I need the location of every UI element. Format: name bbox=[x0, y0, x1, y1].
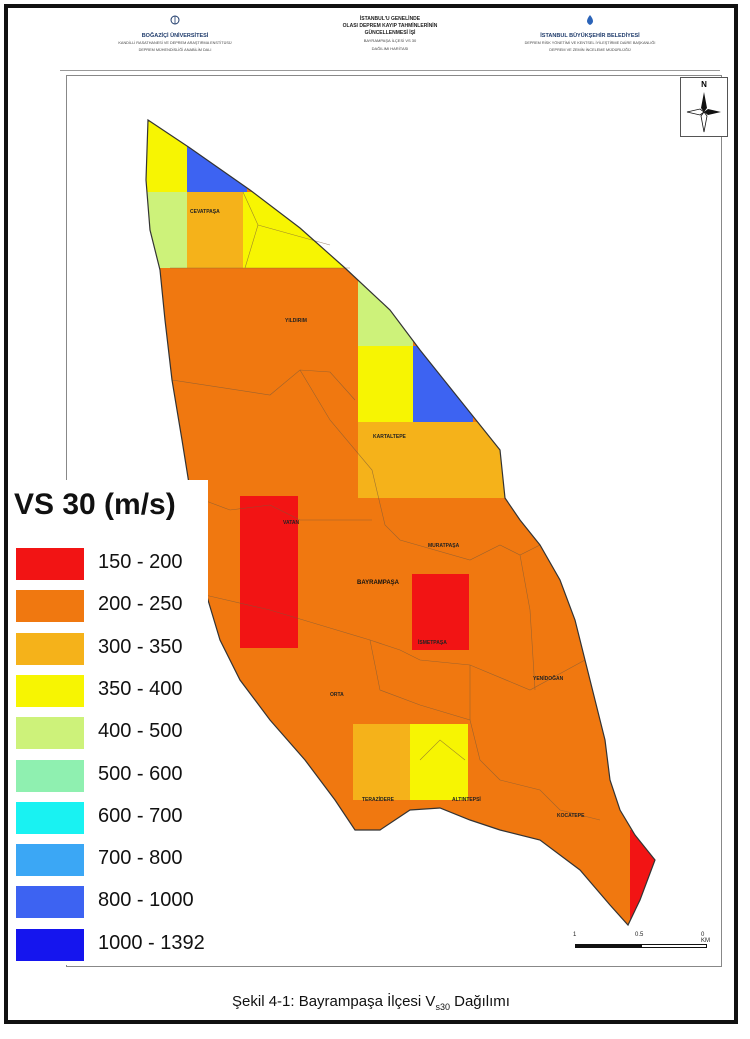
legend-item: 700 - 800 bbox=[16, 844, 216, 877]
legend-item: 400 - 500 bbox=[16, 717, 216, 750]
district-label: BAYRAMPAŞA bbox=[357, 580, 400, 586]
neighborhood-label-muratpasa: MURATPAŞA bbox=[428, 543, 460, 549]
neighborhood-boundaries bbox=[170, 191, 601, 821]
north-arrow: N bbox=[680, 77, 728, 137]
legend-label: 700 - 800 bbox=[98, 847, 183, 870]
header-center-project: İSTANBUL'U GENELİNDE OLASI DEPREM KAYIP … bbox=[315, 16, 465, 51]
neighborhood-label-altintepsi: ALTINTEPSİ bbox=[452, 797, 481, 803]
cell-300-350 bbox=[353, 724, 410, 800]
cell-400-500 bbox=[358, 268, 413, 346]
legend-swatch bbox=[16, 759, 84, 792]
header-center-line3: GÜNCELLENMESİ İŞİ bbox=[364, 29, 416, 36]
legend-item: 350 - 400 bbox=[16, 674, 216, 707]
legend-swatch bbox=[16, 886, 84, 919]
cell-800-1000 bbox=[413, 346, 473, 422]
university-logo-icon bbox=[170, 15, 180, 25]
legend-label: 800 - 1000 bbox=[98, 889, 194, 912]
legend-item: 300 - 350 bbox=[16, 632, 216, 665]
header-center-line4: BAYRAMPAŞA İLÇESİ VS 30 bbox=[363, 38, 417, 44]
neighborhood-label-cevatpasa: CEVATPAŞA bbox=[190, 209, 220, 215]
neighborhood-label-vatan: VATAN bbox=[283, 520, 300, 526]
cell-350-400 bbox=[358, 346, 413, 422]
caption-subscript: s30 bbox=[435, 1002, 450, 1012]
vs30-legend: VS 30 (m/s) 150 - 200 200 - 250 300 - 350 3… bbox=[8, 480, 208, 965]
legend-swatch bbox=[16, 717, 84, 750]
header-right-line1: DEPREM RİSK YÖNETİMİ VE KENTSEL İYİLEŞTİ… bbox=[524, 41, 656, 45]
legend-swatch bbox=[16, 590, 84, 623]
legend-swatch bbox=[16, 632, 84, 665]
legend-label: 400 - 500 bbox=[98, 720, 183, 743]
caption-suffix: Dağılımı bbox=[449, 993, 510, 1010]
scale-tick-1: 1 bbox=[573, 932, 577, 938]
legend-title: VS 30 (m/s) bbox=[14, 488, 176, 521]
scale-bar: 1 0.5 0 KM bbox=[573, 932, 713, 956]
compass-icon bbox=[686, 92, 721, 133]
caption-prefix: Şekil 4-1: Bayrampaşa İlçesi V bbox=[232, 993, 436, 1010]
neighborhood-label-yenidogan: YENİDOĞAN bbox=[533, 676, 564, 682]
cell-300-350 bbox=[187, 192, 243, 268]
legend-label: 500 - 600 bbox=[98, 762, 183, 785]
header-right-title: İSTANBUL BÜYÜKŞEHİR BELEDİYESİ bbox=[540, 33, 640, 39]
header-center-line2: OLASI DEPREM KAYIP TAHMİNLERİNİN bbox=[342, 22, 438, 29]
scale-segment-dark bbox=[575, 944, 641, 948]
vs30-cells bbox=[146, 120, 655, 925]
legend-item: 200 - 250 bbox=[16, 590, 216, 623]
cell-350-400 bbox=[410, 724, 468, 800]
map-header: BOĞAZİÇİ ÜNİVERSİTESİ KANDİLLİ RASATHANE… bbox=[60, 8, 720, 71]
legend-item: 800 - 1000 bbox=[16, 886, 216, 919]
neighborhood-label-kartaltepe: KARTALTEPE bbox=[373, 434, 406, 440]
legend-label: 150 - 200 bbox=[98, 551, 183, 573]
header-left-line1: KANDİLLİ RASATHANESİ VE DEPREM ARAŞTIRMA… bbox=[118, 41, 232, 45]
neighborhood-label-orta: ORTA bbox=[330, 692, 344, 698]
legend-label: 350 - 400 bbox=[98, 677, 183, 700]
legend-label: 200 - 250 bbox=[98, 593, 183, 616]
legend-swatch bbox=[16, 801, 84, 834]
legend-item: 500 - 600 bbox=[16, 759, 216, 792]
cell-800-1000 bbox=[187, 140, 247, 192]
header-right-institution: İSTANBUL BÜYÜKŞEHİR BELEDİYESİ DEPREM Rİ… bbox=[490, 14, 690, 53]
scale-tick-2: 0.5 bbox=[635, 932, 644, 938]
neighborhood-label-ismetpasa: İSMETPAŞA bbox=[418, 640, 447, 646]
legend-item: 150 - 200 bbox=[16, 548, 216, 580]
municipality-logo-icon bbox=[587, 15, 593, 25]
legend-item: 600 - 700 bbox=[16, 801, 216, 834]
scale-segment-light bbox=[641, 944, 707, 948]
cell-300-350 bbox=[358, 422, 508, 498]
scale-tick-3: 0 KM bbox=[701, 932, 710, 944]
legend-label: 300 - 350 bbox=[98, 635, 183, 658]
cell-150-200 bbox=[240, 496, 298, 648]
figure-caption: Şekil 4-1: Bayrampaşa İlçesi Vs30 Dağılı… bbox=[0, 993, 742, 1012]
header-left-line2: DEPREM MÜHENDİSLİĞİ ANABİLİM DALI bbox=[138, 47, 212, 52]
legend-swatch bbox=[16, 674, 84, 707]
neighborhood-label-yildirim: YILDIRIM bbox=[285, 318, 307, 324]
legend-swatch bbox=[16, 928, 84, 961]
legend-label: 1000 - 1392 bbox=[98, 931, 205, 954]
header-right-line2: DEPREM VE ZEMİN İNCELEME MÜDÜRLÜĞÜ bbox=[549, 47, 631, 52]
header-left-title: BOĞAZİÇİ ÜNİVERSİTESİ bbox=[141, 33, 209, 39]
legend-item: 1000 - 1392 bbox=[16, 928, 216, 961]
legend-swatch bbox=[16, 844, 84, 877]
header-left-institution: BOĞAZİÇİ ÜNİVERSİTESİ KANDİLLİ RASATHANE… bbox=[90, 14, 260, 53]
cell-150-200 bbox=[412, 574, 469, 650]
neighborhood-label-kocatepe: KOCATEPE bbox=[557, 813, 585, 819]
neighborhood-label-terazidere: TERAZİDERE bbox=[362, 797, 394, 803]
north-label: N bbox=[701, 80, 707, 89]
cell-150-200 bbox=[630, 830, 655, 925]
header-center-line5: DAĞILIMI HARİTASI bbox=[371, 45, 409, 51]
cell-400-500 bbox=[146, 192, 187, 268]
header-center-line1: İSTANBUL'U GENELİNDE bbox=[359, 16, 421, 22]
legend-label: 600 - 700 bbox=[98, 804, 183, 827]
legend-swatch bbox=[16, 548, 84, 580]
